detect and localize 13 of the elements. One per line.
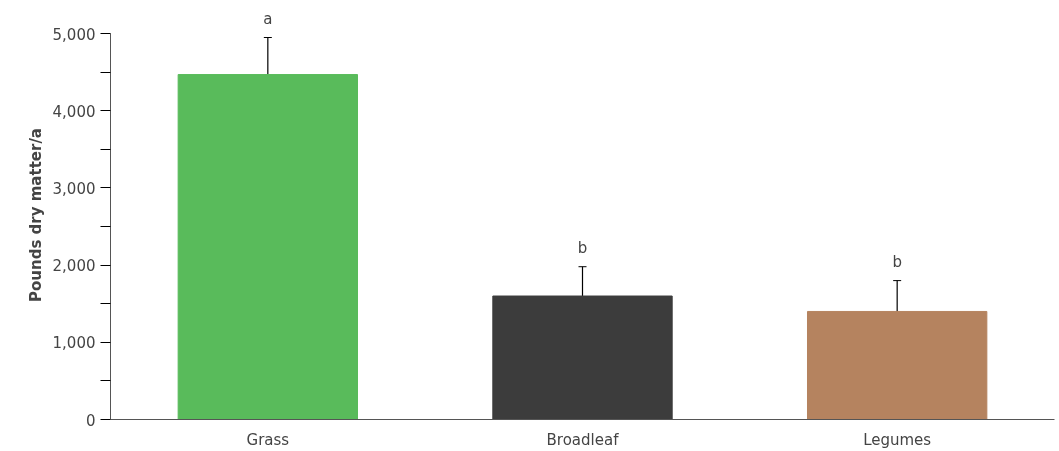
annotation: b	[577, 238, 588, 257]
y-tick-label: 3,000	[52, 179, 96, 198]
y-tick-label: 2,000	[52, 257, 96, 276]
y-tick-label: 1,000	[52, 334, 96, 353]
y-tick-label: 5,000	[52, 25, 96, 44]
x-tick-label: Legumes	[863, 430, 932, 449]
y-axis-title: Pounds dry matter/a	[26, 128, 45, 302]
y-tick-label: 4,000	[52, 102, 96, 121]
annotation: b	[892, 252, 902, 271]
x-tick-label: Grass	[246, 430, 290, 449]
x-tick-label: Broadleaf	[546, 430, 620, 449]
y-tick-label: 0	[85, 411, 96, 430]
text: a	[263, 9, 273, 28]
